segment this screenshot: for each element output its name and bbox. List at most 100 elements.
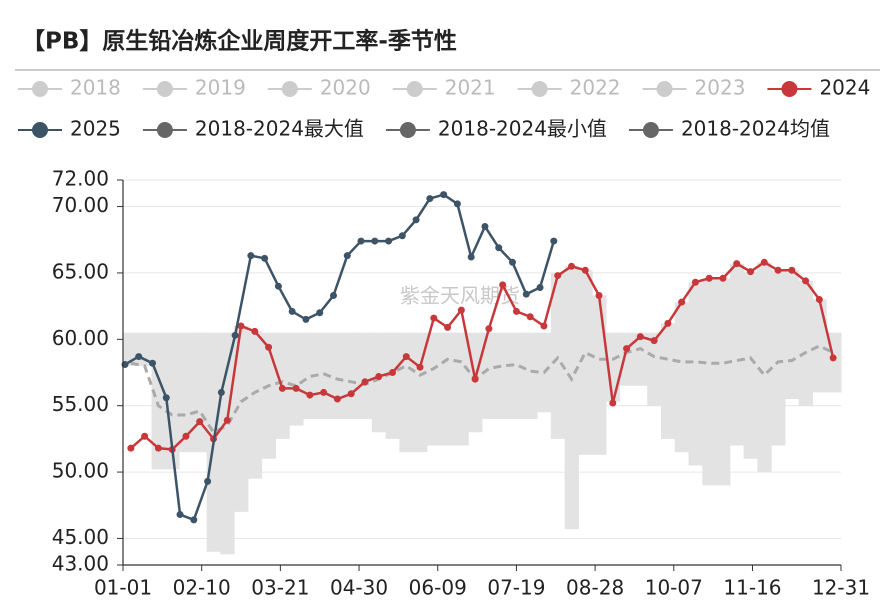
- y-tick-label: 65.00: [52, 259, 109, 283]
- band-segment: [633, 332, 648, 386]
- y-tick-label: 43.00: [52, 552, 109, 576]
- data-point: [453, 200, 461, 208]
- legend-label: 2018-2024最小值: [438, 117, 607, 141]
- data-point: [747, 268, 755, 276]
- data-point: [343, 252, 351, 260]
- mean-line: [130, 344, 834, 435]
- legend-item[interactable]: 2022: [517, 76, 621, 100]
- data-point: [581, 266, 589, 274]
- y-tick-label: 60.00: [52, 326, 109, 350]
- band-segment: [509, 332, 524, 419]
- data-point: [182, 432, 190, 440]
- data-point: [457, 306, 465, 314]
- band-segment: [592, 295, 607, 455]
- band-segment: [564, 266, 579, 530]
- band-segment: [784, 270, 800, 400]
- x-tick-label: 06-09: [409, 576, 467, 600]
- series-line: [130, 260, 835, 451]
- data-point: [499, 281, 507, 289]
- band-segment: [495, 332, 511, 419]
- data-point: [416, 363, 424, 371]
- legend-label: 2018-2024最大值: [195, 117, 364, 141]
- legend-item[interactable]: 2018-2024最大值: [142, 117, 364, 141]
- band-segment: [440, 332, 455, 446]
- data-point: [760, 258, 768, 266]
- y-tick-label: 45.00: [52, 525, 109, 549]
- band-segment: [619, 332, 634, 386]
- data-point: [678, 298, 686, 306]
- band-segment: [179, 332, 194, 453]
- legend-item[interactable]: 2020: [267, 76, 371, 100]
- data-point: [149, 359, 157, 367]
- data-point: [554, 272, 562, 280]
- x-tick-label: 03-21: [251, 576, 309, 600]
- legend-marker: [32, 81, 48, 97]
- data-point: [636, 333, 644, 341]
- band-segment: [812, 299, 827, 393]
- y-tick-label: 55.00: [52, 392, 109, 416]
- data-point: [733, 260, 741, 268]
- band-segment: [165, 332, 180, 470]
- data-point: [292, 384, 300, 392]
- data-point: [278, 384, 286, 392]
- band-segment: [344, 332, 359, 419]
- x-tick-label: 08-28: [566, 576, 624, 600]
- data-point: [127, 444, 135, 452]
- band-segment: [578, 270, 593, 455]
- legend-item[interactable]: 2024: [767, 76, 870, 100]
- data-point: [217, 388, 225, 396]
- band-segment: [674, 302, 690, 453]
- legend-item[interactable]: 2021: [392, 76, 496, 100]
- data-point: [251, 327, 259, 335]
- data-point: [402, 353, 410, 361]
- legend-item[interactable]: 2025: [18, 117, 121, 141]
- band-segment: [316, 332, 332, 419]
- legend-label: 2021: [445, 76, 496, 100]
- data-point: [705, 274, 713, 282]
- data-point: [329, 292, 337, 299]
- band-segment: [716, 278, 731, 486]
- range-band: [123, 262, 842, 555]
- legend-label: 2019: [195, 76, 246, 100]
- band-segment: [757, 262, 772, 473]
- legend-item[interactable]: 2018: [18, 76, 121, 100]
- band-segment: [302, 332, 318, 419]
- series-line: [124, 193, 555, 522]
- legend-label: 2020: [320, 76, 371, 100]
- band-segment: [371, 332, 387, 433]
- data-point: [162, 394, 170, 402]
- band-segment: [688, 282, 703, 466]
- data-point: [719, 274, 727, 282]
- band-segment: [261, 332, 276, 459]
- band-segment: [523, 332, 538, 419]
- band-segment: [247, 331, 263, 479]
- data-point: [347, 390, 355, 398]
- data-point: [316, 309, 324, 317]
- data-point: [481, 222, 489, 230]
- legend-marker: [642, 122, 659, 138]
- band-segment: [192, 332, 208, 453]
- data-point: [512, 307, 520, 315]
- data-point: [536, 284, 544, 292]
- data-point: [467, 253, 475, 261]
- legend-item[interactable]: 2019: [142, 76, 246, 100]
- legend-label: 2022: [570, 76, 621, 100]
- legend-item[interactable]: 2018-2024最小值: [385, 117, 607, 141]
- data-point: [320, 388, 328, 396]
- data-point: [526, 313, 534, 321]
- data-point: [223, 416, 231, 424]
- y-tick-label: 70.00: [52, 193, 109, 217]
- data-point: [568, 262, 576, 270]
- data-point: [375, 372, 383, 380]
- band-segment: [385, 332, 400, 439]
- legend-item[interactable]: 2018-2024均值: [628, 117, 830, 141]
- legend-marker: [406, 81, 423, 97]
- legend-item[interactable]: 2023: [642, 76, 746, 100]
- x-tick-label: 10-07: [645, 576, 703, 600]
- data-point: [788, 266, 796, 274]
- data-point: [261, 254, 269, 262]
- data-point: [385, 237, 393, 245]
- data-point: [274, 282, 282, 290]
- data-point: [190, 516, 198, 524]
- legend-label: 2018: [70, 76, 121, 100]
